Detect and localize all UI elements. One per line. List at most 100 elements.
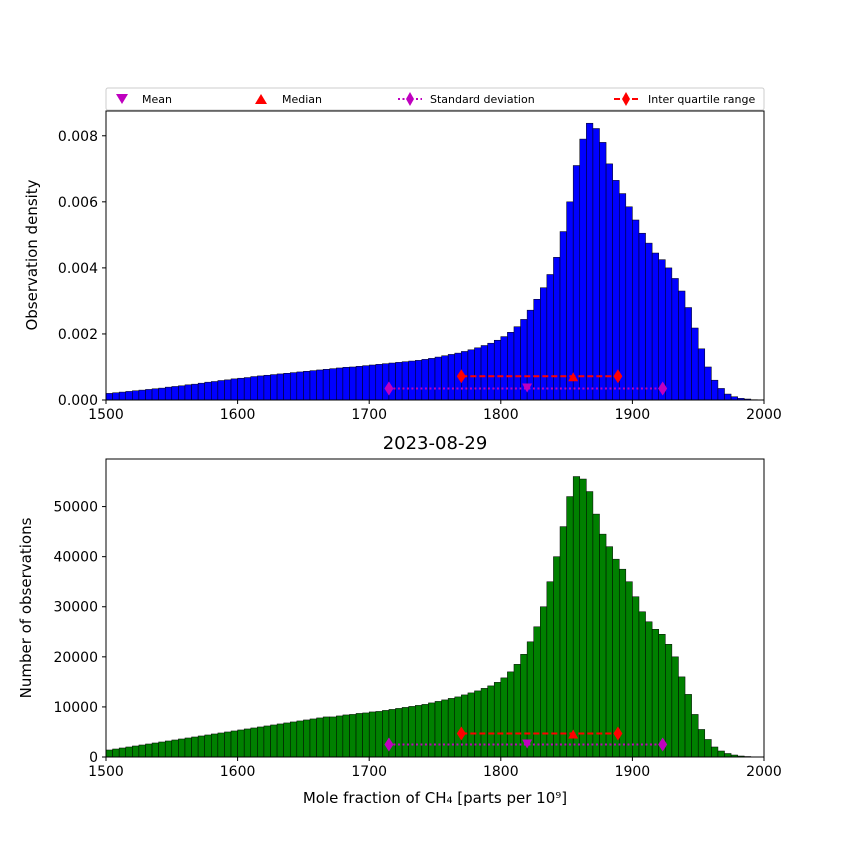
count-bar bbox=[711, 746, 719, 758]
count-std-marker bbox=[384, 737, 394, 752]
density-bar bbox=[566, 201, 574, 401]
density-mean-marker bbox=[522, 383, 533, 393]
legend-item-iqr: Inter quartile range bbox=[614, 92, 755, 106]
count-bar bbox=[540, 606, 548, 758]
legend-iqr-marker bbox=[622, 92, 630, 106]
count-bar bbox=[151, 742, 159, 758]
count-x-tick-label: 2000 bbox=[746, 764, 782, 780]
density-median-marker bbox=[568, 372, 579, 382]
density-bar bbox=[540, 287, 548, 401]
count-bar bbox=[211, 733, 219, 758]
count-bar bbox=[237, 729, 245, 758]
count-y-tick-label: 40000 bbox=[53, 550, 98, 566]
count-bar bbox=[349, 714, 357, 758]
count-bar bbox=[434, 701, 442, 758]
density-bar bbox=[480, 345, 488, 401]
density-bar bbox=[178, 385, 186, 401]
density-bar bbox=[342, 367, 350, 401]
count-bar bbox=[230, 730, 238, 758]
count-iqr-marker bbox=[613, 726, 623, 741]
density-bar bbox=[500, 336, 508, 401]
count-bar bbox=[270, 724, 278, 758]
legend-mean-marker bbox=[116, 94, 128, 104]
legend: Mean Median Standard deviation Inter qua… bbox=[105, 87, 765, 111]
count-bar bbox=[697, 729, 706, 758]
density-y-tick-label: 0.004 bbox=[58, 261, 98, 277]
legend-item-std: Standard deviation bbox=[398, 92, 535, 106]
count-bar bbox=[592, 513, 600, 758]
count-bar bbox=[546, 581, 554, 758]
count-bar bbox=[191, 736, 199, 758]
density-bar bbox=[197, 382, 205, 401]
density-bar bbox=[546, 274, 554, 401]
count-bar bbox=[461, 694, 469, 758]
density-bar bbox=[691, 327, 699, 401]
density-bar bbox=[270, 374, 278, 401]
legend-item-mean: Mean bbox=[116, 93, 172, 106]
density-bar bbox=[724, 393, 732, 401]
count-bar bbox=[322, 716, 330, 758]
count-x-tick-label: 1700 bbox=[351, 764, 387, 780]
count-bar bbox=[408, 706, 416, 758]
count-bars bbox=[105, 476, 758, 758]
density-bar bbox=[711, 379, 719, 401]
count-bar bbox=[112, 748, 120, 758]
density-bars bbox=[105, 122, 758, 401]
density-x-tick-label: 1600 bbox=[220, 407, 256, 423]
count-x-tick-label: 1600 bbox=[220, 764, 256, 780]
count-median-marker bbox=[568, 729, 579, 739]
count-bar bbox=[375, 711, 383, 758]
density-bar bbox=[638, 232, 646, 401]
count-bar bbox=[717, 750, 725, 758]
density-bar bbox=[204, 381, 212, 401]
legend-median-marker bbox=[255, 94, 267, 104]
count-bar bbox=[566, 496, 574, 758]
count-bar bbox=[257, 726, 265, 758]
count-y-axis-label: Number of observations bbox=[17, 517, 35, 698]
count-bar bbox=[533, 626, 541, 758]
legend-item-median: Median bbox=[255, 93, 322, 106]
density-y-ticks: 0.000 0.002 0.004 0.006 0.008 bbox=[58, 129, 106, 409]
density-bar bbox=[467, 349, 475, 401]
density-bar bbox=[697, 348, 706, 401]
count-bar bbox=[145, 743, 153, 758]
count-bar bbox=[243, 728, 252, 758]
count-bar bbox=[651, 629, 659, 758]
density-bar bbox=[395, 362, 403, 401]
density-bar bbox=[191, 383, 199, 401]
density-bar bbox=[230, 378, 238, 401]
count-bar bbox=[586, 491, 594, 758]
density-bar bbox=[132, 390, 140, 401]
density-bar bbox=[211, 381, 219, 401]
count-bar bbox=[336, 715, 344, 758]
density-y-tick-label: 0.002 bbox=[58, 327, 98, 343]
density-bar bbox=[355, 366, 363, 401]
count-bar bbox=[368, 711, 377, 758]
density-bar bbox=[684, 307, 692, 401]
count-std-marker bbox=[658, 737, 668, 752]
count-x-tick-label: 1500 bbox=[88, 764, 124, 780]
density-bar bbox=[151, 388, 159, 401]
density-bar bbox=[408, 360, 416, 401]
count-bar bbox=[638, 611, 646, 758]
density-bar bbox=[105, 393, 113, 401]
density-bar bbox=[316, 369, 324, 401]
density-bar bbox=[533, 299, 541, 401]
count-y-tick-label: 30000 bbox=[53, 600, 98, 616]
density-bar bbox=[349, 366, 357, 401]
count-bar bbox=[316, 717, 324, 758]
count-bar bbox=[480, 688, 488, 758]
density-iqr-marker bbox=[456, 369, 466, 384]
count-bar bbox=[138, 744, 146, 758]
density-bar bbox=[118, 391, 126, 401]
count-iqr-marker bbox=[456, 726, 466, 741]
density-bar bbox=[382, 363, 390, 401]
density-bar bbox=[717, 388, 725, 401]
density-bar bbox=[487, 342, 495, 401]
count-bar bbox=[309, 718, 317, 758]
count-bar bbox=[454, 696, 462, 758]
count-bar bbox=[671, 656, 679, 758]
density-bar bbox=[243, 377, 252, 401]
count-y-tick-label: 0 bbox=[89, 750, 98, 766]
density-bar bbox=[296, 371, 304, 401]
